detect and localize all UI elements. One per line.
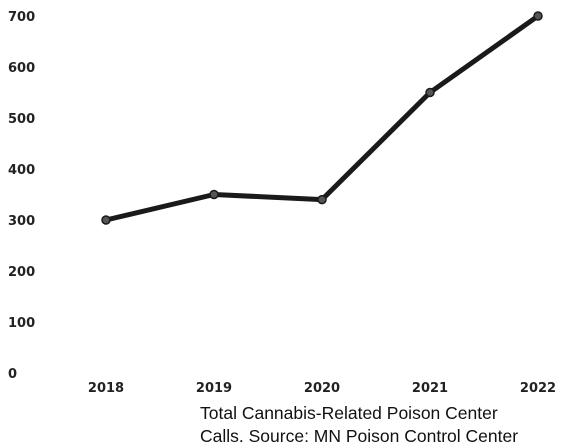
x-tick-label: 2018 <box>88 381 124 396</box>
x-tick-label: 2020 <box>304 381 340 396</box>
x-tick-label: 2019 <box>196 381 232 396</box>
y-tick-label: 200 <box>8 265 35 280</box>
y-tick-label: 700 <box>8 10 35 25</box>
y-tick-label: 300 <box>8 214 35 229</box>
data-point <box>425 87 435 98</box>
x-tick-label: 2022 <box>520 381 556 396</box>
x-axis: 2018 2019 2020 2021 2022 <box>88 381 556 396</box>
data-point <box>533 11 543 21</box>
chart-caption-line-2: Calls. Source: MN Poison Control Center <box>200 426 519 446</box>
y-axis: 0 100 200 300 400 500 600 700 <box>8 10 35 382</box>
y-tick-label: 0 <box>8 367 17 382</box>
x-tick-label: 2021 <box>412 381 448 396</box>
y-tick-label: 400 <box>8 163 35 178</box>
series-area <box>101 11 543 225</box>
series-line <box>103 13 541 223</box>
data-point <box>317 194 327 205</box>
data-point <box>209 189 219 200</box>
y-tick-label: 600 <box>8 61 35 76</box>
chart-caption-line-1: Total Cannabis-Related Poison Center <box>200 403 498 423</box>
y-tick-label: 100 <box>8 316 35 331</box>
data-point <box>101 215 111 225</box>
y-tick-label: 500 <box>8 112 35 127</box>
